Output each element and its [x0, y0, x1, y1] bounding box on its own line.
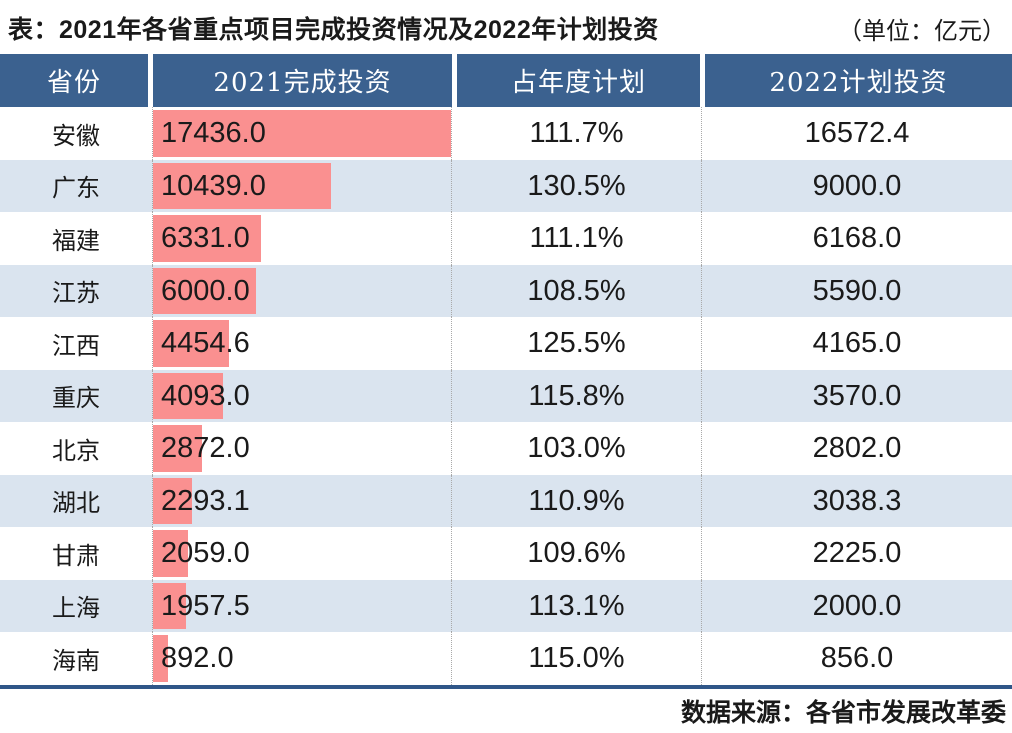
table-row: 江苏 6000.0 108.5% 5590.0 [0, 264, 1012, 317]
completed-2021-cell: 2872.0 [152, 422, 452, 475]
column-header-2021-completed: 2021完成投资 [153, 54, 452, 107]
table-row: 上海 1957.5 113.1% 2000.0 [0, 579, 1012, 632]
completed-2021-cell: 6000.0 [152, 264, 452, 317]
province-cell: 湖北 [52, 490, 100, 518]
pct-of-plan-cell: 115.8% [452, 369, 702, 422]
pct-of-plan-cell: 111.1% [452, 212, 702, 265]
pct-of-plan-cell: 108.5% [452, 264, 702, 317]
plan-2022-cell: 2225.0 [812, 537, 902, 569]
column-header-pct-of-plan: 占年度计划 [457, 54, 700, 107]
completed-2021-bar [153, 530, 189, 577]
completed-2021-cell: 6331.0 [152, 212, 452, 265]
column-header-2022-plan: 2022计划投资 [705, 54, 1012, 107]
table-body: 安徽 17436.0 111.7% 16572.4 广东 10439.0 130… [0, 107, 1012, 685]
completed-2021-cell: 4093.0 [152, 369, 452, 422]
plan-2022-cell: 2000.0 [812, 589, 902, 622]
completed-2021-cell: 1957.5 [152, 579, 452, 632]
pct-of-plan-cell: 110.9% [452, 474, 702, 527]
completed-2021-cell: 2059.0 [152, 527, 452, 580]
completed-2021-cell: 17436.0 [152, 107, 452, 160]
pct-of-plan-cell: 109.6% [452, 527, 702, 580]
plan-2022-cell: 2802.0 [812, 432, 902, 464]
plan-2022-cell: 6168.0 [812, 222, 902, 254]
plan-2022-cell: 4165.0 [812, 327, 902, 359]
plan-2022-cell: 5590.0 [812, 274, 902, 307]
completed-2021-value: 2059.0 [161, 537, 250, 569]
table-row: 广东 10439.0 130.5% 9000.0 [0, 159, 1012, 212]
completed-2021-bar [153, 110, 451, 157]
completed-2021-cell: 892.0 [152, 632, 452, 685]
figure-title: 表：2021年各省重点项目完成投资情况及2022年计划投资 [8, 16, 659, 44]
completed-2021-bar [153, 372, 223, 419]
completed-2021-bar [153, 267, 256, 314]
table-row: 湖北 2293.1 110.9% 3038.3 [0, 474, 1012, 527]
table-row: 海南 892.0 115.0% 856.0 [0, 632, 1012, 685]
completed-2021-value: 1957.5 [161, 589, 250, 622]
province-cell: 福建 [52, 227, 100, 255]
completed-2021-bar [153, 162, 332, 209]
plan-2022-cell: 856.0 [820, 642, 894, 674]
table-bottom-border [0, 684, 1012, 689]
province-cell: 上海 [52, 595, 100, 623]
header-separator [148, 54, 153, 107]
pct-of-plan-cell: 113.1% [452, 579, 702, 632]
completed-2021-cell: 4454.6 [152, 317, 452, 370]
pct-of-plan-cell: 103.0% [452, 422, 702, 475]
completed-2021-bar [153, 635, 169, 682]
province-cell: 海南 [52, 647, 100, 675]
completed-2021-bar [153, 425, 203, 472]
completed-2021-value: 10439.0 [161, 169, 266, 202]
plan-2022-cell: 3570.0 [812, 379, 902, 412]
pct-of-plan-cell: 130.5% [452, 159, 702, 212]
province-cell: 江苏 [52, 280, 100, 308]
completed-2021-value: 2293.1 [161, 484, 250, 517]
province-cell: 江西 [52, 332, 100, 360]
completed-2021-cell: 10439.0 [152, 159, 452, 212]
plan-2022-cell: 16572.4 [804, 117, 910, 149]
pct-of-plan-cell: 111.7% [452, 107, 702, 160]
completed-2021-bar [153, 320, 230, 367]
footer-bar: 数据来源：各省市发展改革委 [0, 689, 1012, 733]
table-row: 福建 6331.0 111.1% 6168.0 [0, 212, 1012, 265]
plan-2022-cell: 9000.0 [812, 169, 902, 202]
province-cell: 北京 [52, 437, 100, 465]
completed-2021-value: 2872.0 [161, 432, 250, 464]
completed-2021-bar [153, 477, 193, 524]
completed-2021-bar [153, 582, 187, 629]
pct-of-plan-cell: 125.5% [452, 317, 702, 370]
data-source-label: 数据来源：各省市发展改革委 [680, 698, 1006, 727]
header-separator [452, 54, 457, 107]
province-cell: 甘肃 [52, 542, 100, 570]
completed-2021-value: 17436.0 [161, 117, 266, 149]
completed-2021-bar [153, 215, 262, 262]
province-cell: 广东 [52, 175, 100, 203]
completed-2021-value: 892.0 [161, 642, 234, 674]
column-header-province: 省份 [0, 54, 148, 107]
table-row: 重庆 4093.0 115.8% 3570.0 [0, 369, 1012, 422]
completed-2021-value: 6331.0 [161, 222, 250, 254]
table-row: 安徽 17436.0 111.7% 16572.4 [0, 107, 1012, 160]
table-row: 甘肃 2059.0 109.6% 2225.0 [0, 527, 1012, 580]
table-row: 北京 2872.0 103.0% 2802.0 [0, 422, 1012, 475]
plan-2022-cell: 3038.3 [812, 484, 902, 517]
province-cell: 安徽 [52, 122, 100, 150]
pct-of-plan-cell: 115.0% [452, 632, 702, 685]
unit-label: （单位：亿元） [838, 17, 1006, 45]
completed-2021-cell: 2293.1 [152, 474, 452, 527]
completed-2021-value: 6000.0 [161, 274, 250, 307]
table-header-row: 省份 2021完成投资 占年度计划 2022计划投资 [0, 54, 1012, 107]
completed-2021-value: 4454.6 [161, 327, 250, 359]
completed-2021-value: 4093.0 [161, 379, 250, 412]
table-row: 江西 4454.6 125.5% 4165.0 [0, 317, 1012, 370]
header-separator [700, 54, 705, 107]
province-cell: 重庆 [52, 385, 100, 413]
title-bar: 表：2021年各省重点项目完成投资情况及2022年计划投资 （单位：亿元） [0, 0, 1012, 54]
